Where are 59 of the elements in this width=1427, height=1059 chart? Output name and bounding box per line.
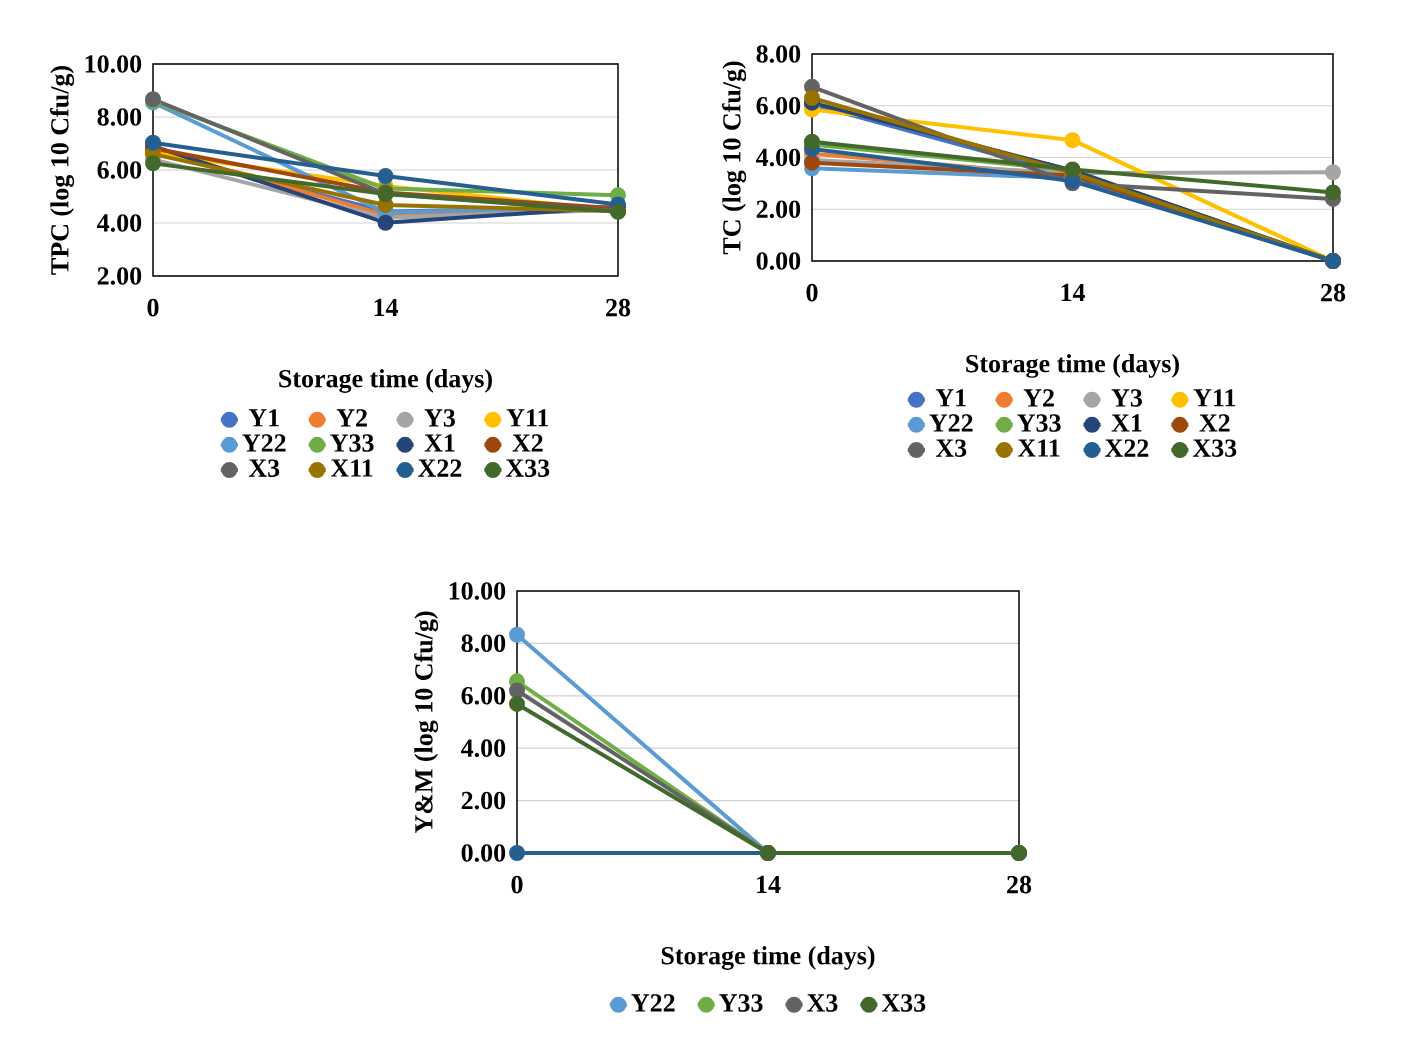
- legend-label: X3: [935, 439, 967, 457]
- legend-label: X11: [330, 459, 373, 477]
- legend-label: X22: [418, 459, 462, 477]
- legend-label: Y33: [330, 434, 374, 452]
- legend-label: Y22: [631, 994, 675, 1012]
- y-tick-label: 2.00: [756, 200, 801, 219]
- y-tick-label: 2.00: [461, 791, 506, 810]
- y-tick-label: 10.00: [85, 55, 142, 73]
- legend-label: Y33: [719, 994, 763, 1012]
- x-tick-label: 0: [511, 875, 523, 894]
- x-tick-label: 14: [374, 298, 399, 317]
- legend-label: Y3: [424, 409, 455, 427]
- y-tick-label: 4.00: [461, 739, 506, 758]
- legend-label: X2: [1199, 414, 1230, 432]
- y-axis-title: TC (log 10 Cfu/g): [722, 61, 747, 255]
- x-tick-label: 28: [606, 298, 631, 317]
- legend-label: Y11: [506, 409, 549, 427]
- legend-label: X33: [505, 459, 550, 477]
- y-tick-label: 6.00: [756, 96, 801, 115]
- y-tick-label: 8.00: [461, 634, 506, 653]
- x-axis-title: Storage time (days): [966, 354, 1179, 378]
- y-axis-title: TPC (log 10 Cfu/g): [50, 66, 75, 275]
- legend-label: X3: [248, 459, 280, 477]
- y-tick-label: 6.00: [461, 686, 506, 705]
- legend-label: X1: [1111, 414, 1142, 432]
- legend-label: Y22: [242, 434, 286, 452]
- legend-label: Y33: [1017, 414, 1061, 432]
- legend-label: X2: [512, 434, 543, 452]
- y-tick-label: 0.00: [756, 252, 801, 270]
- legend-label: Y22: [929, 414, 973, 432]
- legend-label: Y1: [248, 409, 279, 427]
- x-tick-label: 28: [1007, 875, 1032, 894]
- y-tick-label: 8.00: [756, 45, 801, 63]
- legend-label: X33: [1192, 439, 1237, 457]
- x-tick-label: 14: [1061, 283, 1086, 302]
- y-tick-label: 4.00: [97, 214, 142, 232]
- legend-label: X22: [1105, 439, 1149, 457]
- y-tick-label: 2.00: [97, 267, 142, 285]
- y-tick-label: 4.00: [756, 148, 801, 167]
- legend-label: Y1: [935, 389, 966, 407]
- x-axis-title: Storage time (days): [661, 946, 875, 970]
- legend-label: Y11: [1193, 389, 1236, 407]
- legend-label: Y2: [336, 409, 367, 427]
- legend-label: X11: [1017, 439, 1060, 457]
- x-tick-label: 0: [147, 298, 159, 317]
- legend-label: X3: [807, 994, 838, 1012]
- y-axis-title: Y&M (log 10 Cfu/g): [414, 611, 439, 834]
- x-tick-label: 14: [757, 875, 781, 894]
- y-tick-label: 0.00: [461, 844, 506, 862]
- legend-label: X1: [424, 434, 455, 452]
- legend-label: Y2: [1023, 389, 1054, 407]
- x-tick-label: 0: [806, 283, 818, 302]
- x-axis-title: Storage time (days): [279, 369, 492, 393]
- x-tick-label: 28: [1321, 283, 1346, 302]
- y-tick-label: 10.00: [449, 582, 506, 600]
- y-tick-label: 6.00: [97, 161, 142, 179]
- y-tick-label: 8.00: [97, 108, 142, 126]
- legend-label: Y3: [1111, 389, 1142, 407]
- legend-label: X33: [881, 994, 926, 1012]
